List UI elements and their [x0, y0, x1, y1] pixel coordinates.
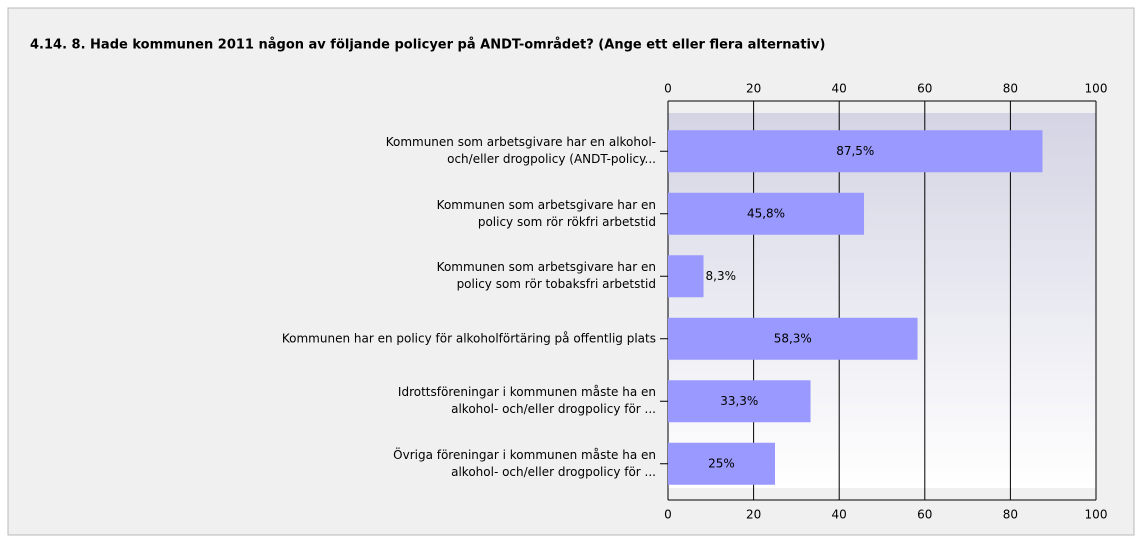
- x-tick-label: 80: [1003, 82, 1018, 96]
- x-tick-label: 0: [664, 82, 672, 96]
- x-tick-label: 40: [832, 82, 847, 96]
- value-label: 8,3%: [706, 269, 737, 283]
- value-label: 25%: [708, 456, 735, 470]
- x-tick-label: 40: [832, 508, 847, 522]
- bar: [668, 130, 1043, 173]
- y-tick-label: Kommunen som arbetsgivare har en policy …: [436, 197, 656, 229]
- x-tick-label: 80: [1003, 508, 1018, 522]
- x-tick-label: 100: [1085, 82, 1108, 96]
- plot-area: [668, 113, 1096, 488]
- bar: [668, 192, 865, 235]
- bar: [668, 442, 775, 485]
- x-tick-label: 100: [1085, 508, 1108, 522]
- value-label: 33,3%: [720, 394, 758, 408]
- bar: [668, 317, 918, 360]
- y-tick-label: Kommunen har en policy för alkoholförtär…: [281, 331, 656, 346]
- y-tick-label: Idrottsföreningar i kommunen måste ha en…: [397, 385, 656, 417]
- x-tick-label: 60: [917, 508, 932, 522]
- y-tick-label: Övriga föreningar i kommunen måste ha en…: [393, 447, 656, 479]
- x-tick-label: 0: [664, 508, 672, 522]
- chart-title: 4.14. 8. Hade kommunen 2011 någon av föl…: [30, 38, 825, 53]
- y-tick-label: Kommunen som arbetsgivare har en alkohol…: [385, 135, 656, 167]
- y-tick-label: Kommunen som arbetsgivare har en policy …: [436, 260, 656, 292]
- x-tick-label: 60: [917, 82, 932, 96]
- value-label: 58,3%: [774, 331, 812, 345]
- value-label: 87,5%: [836, 144, 874, 158]
- bar: [668, 255, 704, 298]
- x-tick-label: 20: [746, 82, 761, 96]
- bar: [668, 380, 811, 423]
- value-label: 45,8%: [747, 206, 785, 220]
- x-tick-label: 20: [746, 508, 761, 522]
